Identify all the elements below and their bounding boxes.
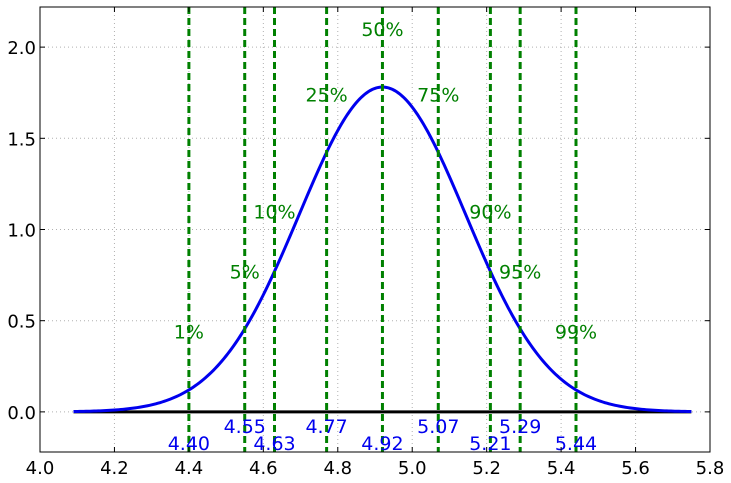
- x-tick-label: 4.8: [323, 458, 352, 479]
- percentile-value-label: 4.92: [361, 433, 403, 455]
- x-tick-label: 5.2: [472, 458, 501, 479]
- percentile-label: 99%: [555, 322, 597, 344]
- percentile-label: 1%: [174, 322, 204, 344]
- percentile-label: 50%: [361, 19, 403, 41]
- y-tick-label: 2.0: [7, 38, 36, 59]
- percentile-value-label: 5.29: [499, 416, 541, 438]
- x-tick-label: 5.8: [696, 458, 725, 479]
- y-tick-label: 1.0: [7, 221, 36, 242]
- x-tick-label: 5.0: [398, 458, 427, 479]
- percentile-label: 90%: [469, 201, 511, 223]
- x-tick-label: 4.4: [175, 458, 204, 479]
- grid: [40, 7, 710, 452]
- percentile-value-label: 4.40: [168, 433, 210, 455]
- percentile-labels: 1% 4.40 5% 4.55 10% 4.63 25% 4.77 50% 4.92 75% 5.07…: [168, 19, 597, 455]
- x-tick-label: 4.6: [249, 458, 278, 479]
- y-tick-label: 1.5: [7, 129, 36, 150]
- y-tick-label: 0.0: [7, 403, 36, 424]
- percentile-value-label: 4.63: [253, 433, 295, 455]
- percentile-value-label: 5.44: [555, 433, 597, 455]
- percentile-lines: [187, 7, 578, 452]
- y-tick-label: 0.5: [7, 312, 36, 333]
- percentile-label: 5%: [230, 261, 260, 283]
- x-tick-label: 4.0: [26, 458, 55, 479]
- percentile-value-label: 5.07: [417, 416, 459, 438]
- percentile-value-label: 4.55: [224, 416, 266, 438]
- percentile-label: 10%: [253, 201, 295, 223]
- x-tick-label: 4.2: [100, 458, 129, 479]
- percentile-value-label: 4.77: [305, 416, 347, 438]
- percentile-label: 25%: [305, 85, 347, 107]
- percentile-label: 95%: [499, 261, 541, 283]
- axis-ticks: 4.0 4.2 4.4 4.6 4.8 5.0 5.2 5.4 5.6 5.8 0.0 0.5 1.0 1…: [7, 7, 724, 479]
- percentile-label: 75%: [417, 85, 459, 107]
- x-tick-label: 5.6: [621, 458, 650, 479]
- percentile-value-label: 5.21: [469, 433, 511, 455]
- x-tick-label: 5.4: [547, 458, 576, 479]
